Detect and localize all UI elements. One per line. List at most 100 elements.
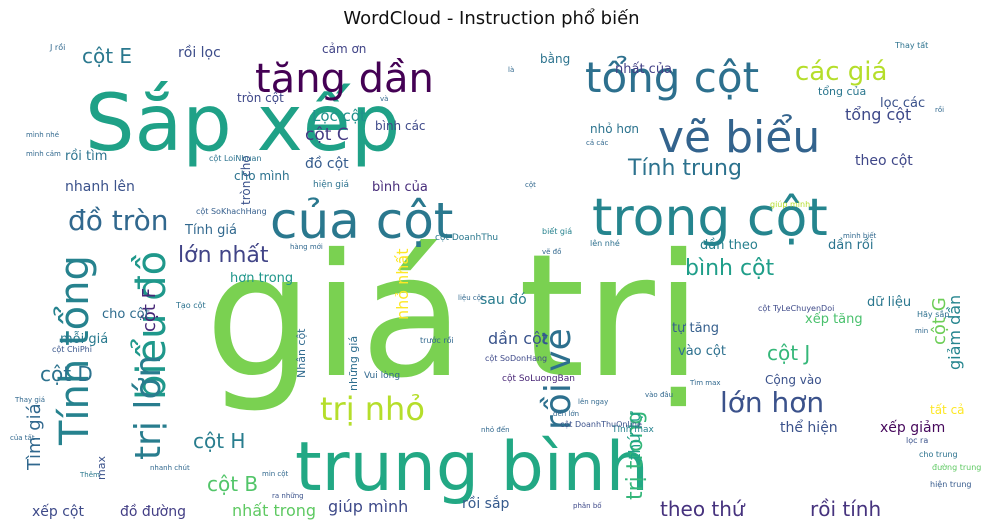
word-55: dần rồi — [828, 238, 874, 253]
word-103: Thay giá — [14, 396, 45, 404]
word-78: Vui lòng — [364, 370, 400, 381]
word-106: liệu cột — [458, 294, 484, 302]
word-32: xếp cột — [32, 503, 84, 520]
word-68: tròn cho — [239, 155, 253, 205]
word-26: cột C — [305, 125, 349, 145]
word-11: rồi vẽ — [538, 328, 579, 430]
word-57: tự tăng — [672, 321, 719, 336]
word-114: min cột — [262, 470, 289, 478]
word-101: Thêm — [79, 471, 100, 479]
word-14: đồ tròn — [68, 204, 169, 237]
word-90: hiện trung — [930, 479, 971, 489]
word-76: cột SoLuongBan — [502, 373, 575, 384]
word-116: vẽ đồ — [542, 248, 561, 256]
word-19: tổng cột — [845, 105, 911, 124]
word-100: vào đâu — [645, 391, 673, 399]
word-13: các giá — [795, 57, 887, 87]
word-50: Tính giá — [184, 223, 237, 238]
word-3: trong cột — [592, 188, 828, 248]
word-27: cột G — [929, 297, 950, 345]
word-17: lớn nhất — [178, 243, 269, 268]
word-79: Tính max — [611, 425, 655, 435]
word-74: những giá — [347, 336, 360, 391]
word-67: tròn cột — [237, 91, 284, 105]
word-20: trị trong — [623, 411, 648, 500]
word-33: đồ đường — [120, 503, 186, 520]
word-0: giá trị — [205, 218, 702, 416]
word-121: và — [380, 95, 388, 103]
word-80: hiện giá — [313, 179, 349, 190]
word-110: mình biết — [843, 232, 877, 240]
word-34: nhất trong — [232, 501, 316, 520]
word-12: trị nhỏ — [320, 390, 425, 428]
word-16: Tính trung — [627, 156, 742, 181]
word-45: đồ cột — [305, 155, 349, 172]
word-56: xếp tăng — [805, 312, 863, 327]
word-22: cột J — [767, 341, 810, 365]
word-49: theo cột — [855, 153, 913, 169]
word-51: hơn trong — [230, 271, 293, 286]
word-46: rồi tìm — [65, 149, 107, 164]
word-77: cột DoanhThu — [435, 232, 498, 243]
word-7: vẽ biểu — [658, 112, 820, 163]
word-62: nhỏ hơn — [590, 122, 639, 136]
word-104: mình nhé — [26, 131, 59, 139]
word-115: nhanh chút — [150, 464, 190, 472]
word-48: bình của — [372, 180, 428, 195]
word-69: cho mình — [234, 169, 290, 183]
word-112: cả các — [586, 139, 609, 147]
word-102: ra những — [272, 492, 304, 500]
word-119: của tất — [10, 434, 35, 442]
word-37: dần cột — [488, 329, 548, 348]
word-31: rồi tính — [810, 497, 881, 521]
word-8: biểu đồ — [129, 251, 175, 400]
word-35: rồi sắp — [462, 495, 510, 512]
word-6: tổng cột — [585, 53, 759, 102]
word-84: lên nhé — [590, 238, 620, 248]
word-18: bình cột — [685, 256, 775, 281]
word-10: trị lớn — [128, 355, 169, 460]
word-58: vào cột — [678, 344, 726, 359]
word-41: xếp giảm — [880, 419, 945, 436]
word-117: J rồi — [49, 42, 65, 52]
word-63: nhất của — [615, 62, 672, 77]
word-44: Lọc cột — [312, 107, 366, 125]
word-43: tất cả — [930, 403, 965, 417]
word-4: của cột — [270, 192, 453, 250]
word-91: lọc ra — [906, 436, 928, 445]
word-120: rồi — [935, 106, 944, 114]
word-92: cho trung — [919, 450, 958, 459]
word-72: cho cột — [102, 307, 150, 322]
word-93: cột DoanhThuOnline — [560, 419, 642, 429]
word-95: cột LoiNhuan — [209, 153, 262, 163]
word-39: giảm dần — [945, 295, 964, 370]
word-36: Tìm giá — [24, 403, 45, 471]
word-83: Thay tất — [894, 40, 928, 50]
word-15: lớn hơn — [720, 386, 824, 419]
word-25: cột E — [82, 44, 132, 68]
word-52: sau đó — [480, 292, 527, 308]
word-65: cảm ơn — [322, 42, 366, 56]
word-97: cột SoDonHang — [485, 353, 547, 363]
word-71: mỗi giá — [60, 332, 108, 347]
word-88: cột ChiPhi — [52, 344, 92, 354]
word-66: rồi lọc — [178, 44, 221, 61]
word-122: cột — [525, 181, 536, 189]
word-23: cột H — [193, 429, 245, 453]
word-105: mình cảm — [26, 150, 61, 158]
word-85: giúp mình — [770, 200, 810, 209]
word-70: bình các — [375, 119, 426, 133]
word-81: trước rồi — [420, 335, 454, 345]
word-118: là — [508, 66, 514, 74]
word-96: cột SoKhachHang — [196, 206, 267, 216]
word-5: tăng dần — [255, 56, 434, 102]
word-111: đến lớn — [553, 410, 579, 418]
word-1: Sắp xếp — [85, 79, 400, 169]
word-54: dần theo — [700, 238, 758, 253]
word-60: lọc các — [880, 96, 925, 111]
word-29: giúp mình — [328, 497, 408, 516]
word-109: Tìm max — [689, 379, 721, 387]
word-86: biết giá — [542, 226, 572, 236]
word-99: phân bố — [573, 502, 602, 510]
word-47: nhanh lên — [65, 179, 135, 195]
